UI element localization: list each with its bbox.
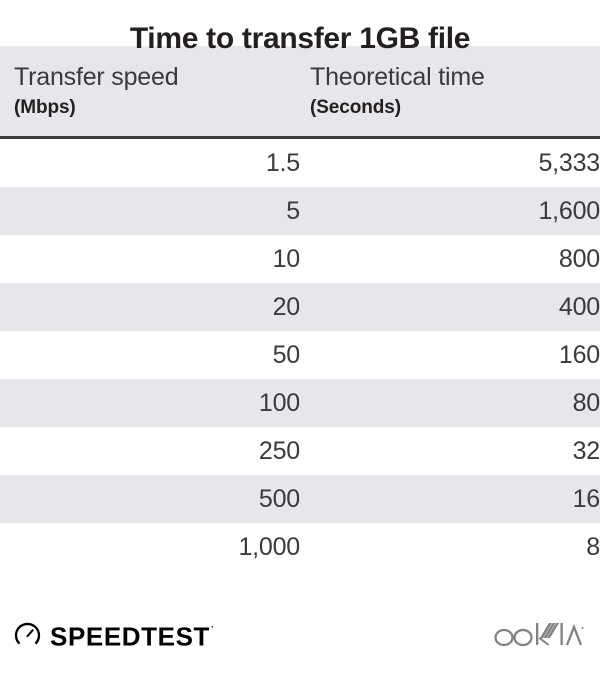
- cell-theoretical-time: 800: [558, 244, 600, 273]
- table-row: 10 800: [0, 235, 600, 283]
- table-row: 50 160: [0, 331, 600, 379]
- table-row: 1,000 8: [0, 523, 600, 571]
- cell-transfer-speed: 10: [272, 244, 301, 273]
- table-row: 500 16: [0, 475, 600, 523]
- table-body: 1.5 5,333 5 1,600 10 800 20 400 50 160 1…: [0, 139, 600, 571]
- cell-theoretical-time: 8: [586, 532, 600, 561]
- cell-transfer-speed: 250: [258, 436, 300, 465]
- speedtest-logo: SPEEDTEST·: [14, 620, 214, 652]
- table-row: 250 32: [0, 427, 600, 475]
- page-title: Time to transfer 1GB file: [129, 22, 471, 55]
- column-header-theoretical-time-line1: Theoretical time: [310, 63, 485, 91]
- cell-transfer-speed: 1.5: [265, 148, 300, 177]
- speedometer-gauge-icon: [14, 622, 41, 645]
- table-row: 5 1,600: [0, 187, 600, 235]
- column-header-transfer-speed-line1: Transfer speed: [14, 63, 179, 91]
- column-header-theoretical-time-unit: (Seconds): [310, 97, 401, 118]
- cell-theoretical-time: 160: [558, 340, 600, 369]
- cell-theoretical-time: 80: [300, 379, 600, 427]
- ookla-wordmark-icon: [494, 622, 584, 646]
- speedtest-wordmark-text: SPEEDTEST: [50, 621, 210, 652]
- column-header-theoretical-time: Theoretical time (Seconds): [300, 46, 600, 136]
- table-header-row: Transfer speed (Mbps) Theoretical time (…: [0, 46, 600, 136]
- cell-transfer-speed: 50: [272, 340, 301, 369]
- cell-theoretical-time: 16: [300, 475, 600, 523]
- cell-theoretical-time: 32: [572, 436, 600, 465]
- cell-transfer-speed: 20: [0, 283, 300, 331]
- cell-transfer-speed: 1,000: [238, 532, 300, 561]
- transfer-time-table: Transfer speed (Mbps) Theoretical time (…: [0, 46, 600, 571]
- cell-theoretical-time: 400: [300, 283, 600, 331]
- cell-transfer-speed: 100: [0, 379, 300, 427]
- ookla-logo: [492, 619, 584, 649]
- column-header-transfer-speed-unit: (Mbps): [14, 97, 76, 118]
- header-separator-rule: [0, 136, 600, 139]
- cell-theoretical-time: 5,333: [538, 148, 600, 177]
- column-header-transfer-speed: Transfer speed (Mbps): [0, 46, 300, 136]
- table-row: 1.5 5,333: [0, 139, 600, 187]
- trademark-mark: ·: [211, 621, 214, 632]
- table-row: 20 400: [0, 283, 600, 331]
- cell-transfer-speed: 5: [0, 187, 300, 235]
- footer-branding: SPEEDTEST·: [0, 592, 600, 677]
- cell-theoretical-time: 1,600: [300, 187, 600, 235]
- speedtest-wordmark: SPEEDTEST·: [50, 620, 214, 652]
- cell-transfer-speed: 500: [0, 475, 300, 523]
- table-row: 100 80: [0, 379, 600, 427]
